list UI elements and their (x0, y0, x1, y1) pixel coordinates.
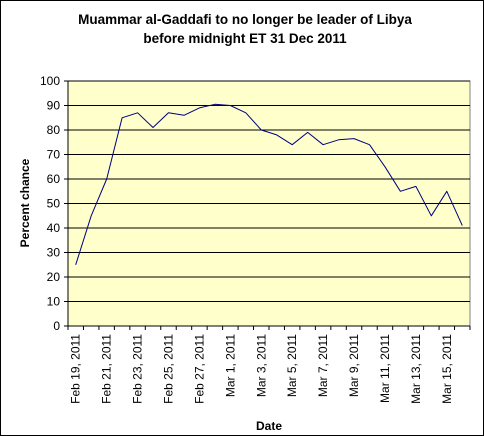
x-tick-label: Feb 27, 2011 (192, 334, 206, 404)
data-point (136, 111, 139, 114)
data-point (353, 137, 356, 140)
y-tick-label: 20 (47, 270, 61, 284)
data-point (244, 111, 247, 114)
x-tick-label: Mar 9, 2011 (347, 334, 361, 397)
y-tick-label: 60 (47, 172, 61, 186)
y-tick-label: 10 (47, 295, 61, 309)
x-tick-label: Mar 11, 2011 (378, 334, 392, 403)
data-point (90, 214, 93, 217)
series-layer (74, 103, 464, 266)
y-axis: 0 10 20 30 40 50 60 70 80 90 100 (40, 74, 69, 333)
y-tick-label: 100 (40, 74, 60, 88)
y-tick-label: 80 (47, 123, 61, 137)
gridlines (68, 80, 470, 302)
data-point (213, 103, 216, 106)
data-point (152, 126, 155, 129)
x-tick-label: Mar 7, 2011 (316, 334, 330, 397)
chart-title-line-1: Muammar al-Gaddafi to no longer be leade… (78, 12, 412, 27)
y-tick-label: 90 (47, 99, 61, 113)
data-point (105, 178, 108, 181)
data-point (167, 111, 170, 114)
data-point (260, 129, 263, 132)
y-tick-label: 40 (47, 221, 61, 235)
x-tick-label: Feb 25, 2011 (162, 334, 176, 404)
y-tick-label: 0 (53, 319, 60, 333)
series-line (75, 103, 463, 265)
data-point (306, 131, 309, 134)
x-tick-label: Mar 5, 2011 (285, 334, 299, 397)
data-point (445, 190, 448, 193)
data-point (198, 106, 201, 109)
data-point (322, 143, 325, 146)
data-point (461, 224, 464, 227)
x-tick-label: Feb 19, 2011 (69, 334, 83, 404)
x-tick-label: Mar 1, 2011 (223, 334, 237, 397)
y-tick-label: 30 (47, 246, 61, 260)
data-point (74, 263, 77, 266)
data-point (182, 114, 185, 117)
data-point (430, 214, 433, 217)
chart-title: Muammar al-Gaddafi to no longer be leade… (78, 12, 412, 46)
data-point (121, 116, 124, 119)
x-axis: Feb 19, 2011 Feb 21, 2011 Feb 23, 2011 Feb … (67, 325, 471, 404)
x-tick-label: Feb 23, 2011 (131, 334, 145, 404)
data-point (399, 190, 402, 193)
x-tick-label: Mar 13, 2011 (409, 334, 423, 404)
data-point (275, 133, 278, 136)
y-axis-title: Percent chance (18, 158, 32, 247)
y-tick-label: 50 (47, 197, 61, 211)
x-axis-title: Date (256, 419, 282, 433)
data-point (337, 138, 340, 141)
data-point (291, 143, 294, 146)
y-tick-label: 70 (47, 148, 61, 162)
data-point (414, 185, 417, 188)
x-tick-label: Mar 3, 2011 (254, 334, 268, 397)
chart-title-line-2: before midnight ET 31 Dec 2011 (143, 31, 347, 46)
data-point (229, 104, 232, 107)
x-tick-label: Mar 15, 2011 (440, 334, 454, 404)
data-point (368, 143, 371, 146)
data-point (383, 165, 386, 168)
x-tick-label: Feb 21, 2011 (100, 334, 114, 404)
